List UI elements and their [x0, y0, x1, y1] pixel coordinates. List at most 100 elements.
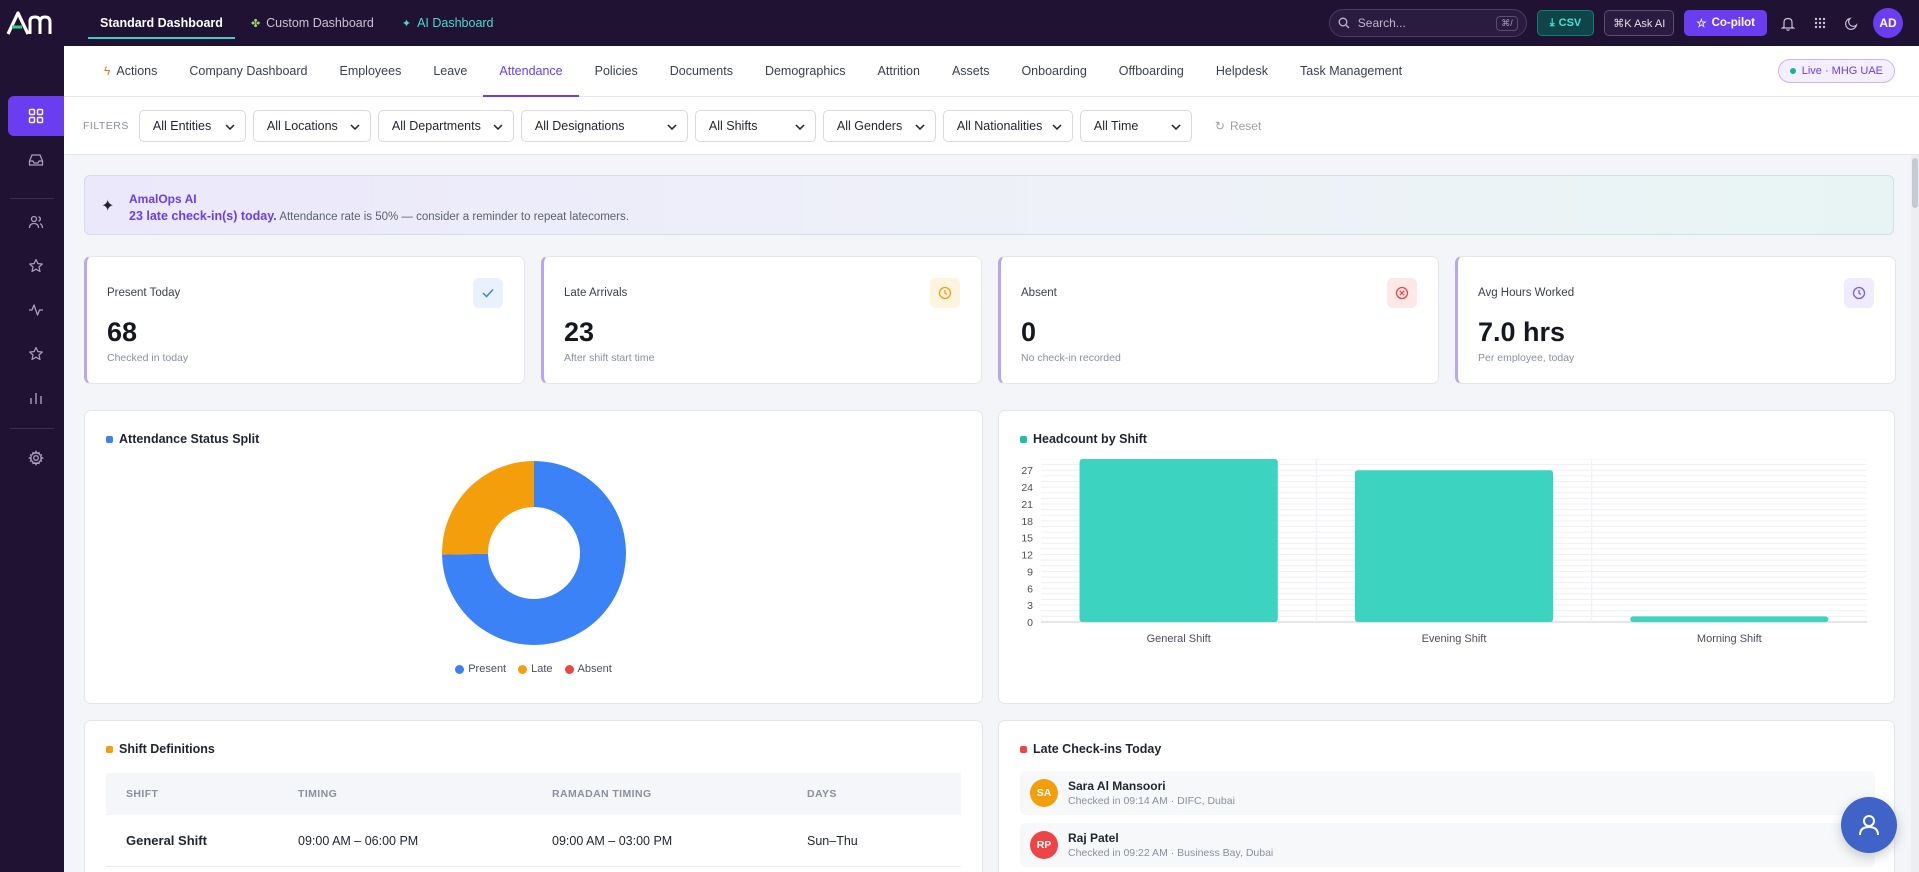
star-icon [29, 346, 43, 361]
search-placeholder: Search... [1357, 16, 1406, 30]
nav-attrition[interactable]: Attrition [862, 46, 936, 97]
sidebar-item-people[interactable] [8, 202, 64, 242]
filter-nationalities[interactable]: All Nationalities [942, 109, 1073, 142]
kpi-subtext: After shift start time [564, 352, 655, 364]
chevron-down-icon [350, 119, 360, 133]
y-tick-label: 15 [1021, 533, 1033, 545]
nav-label: Documents [669, 64, 733, 78]
scrollbar-thumb[interactable] [1912, 158, 1918, 208]
star-icon [29, 258, 43, 273]
nav-task-management[interactable]: Task Management [1284, 46, 1418, 97]
employee-name: Raj Patel [1068, 831, 1119, 845]
sidebar-item-dashboard[interactable] [8, 96, 64, 136]
column-header: RAMADAN TIMING [552, 788, 652, 800]
donut-slice-late[interactable] [441, 461, 534, 555]
tab-label: Custom Dashboard [266, 16, 374, 30]
title-marker [106, 745, 113, 753]
legend-item-present[interactable]: Present [455, 663, 506, 675]
nav-attendance[interactable]: Attendance [483, 46, 579, 97]
ai-banner-title: AmalOps AI [129, 192, 197, 206]
table-cell: 09:00 AM – 03:00 PM [552, 833, 673, 848]
table-row[interactable]: General Shift 09:00 AM – 06:00 PM 09:00 … [106, 815, 961, 867]
tab-label: AI Dashboard [417, 16, 494, 30]
chevron-down-icon [225, 119, 235, 133]
users-icon [28, 215, 44, 229]
shift-table: SHIFT TIMING RAMADAN TIMING DAYS General… [106, 773, 961, 867]
donut-slice-present[interactable] [442, 461, 626, 645]
tab-custom-dashboard[interactable]: ✤ Custom Dashboard [237, 0, 388, 46]
y-tick-label: 3 [1027, 600, 1033, 612]
dark-mode-icon[interactable] [1841, 12, 1863, 34]
sidebar [0, 46, 64, 872]
filter-genders[interactable]: All Genders [822, 109, 936, 142]
select-value: All Designations [534, 118, 625, 133]
legend-item-late[interactable]: Late [518, 663, 553, 675]
live-status-badge[interactable]: Live · MHG UAE [1777, 59, 1895, 83]
list-item[interactable]: RP Raj Patel Checked in 09:22 AM · Busin… [1020, 823, 1875, 867]
reset-filters-button[interactable]: ↻ Reset [1215, 119, 1261, 133]
sidebar-item-reports[interactable] [8, 378, 64, 418]
nav-label: Helpdesk [1215, 64, 1269, 78]
filter-locations[interactable]: All Locations [252, 109, 371, 142]
tab-ai-dashboard[interactable]: ✦ AI Dashboard [388, 0, 508, 46]
assistant-fab[interactable] [1841, 797, 1897, 853]
table-header: SHIFT TIMING RAMADAN TIMING DAYS [106, 773, 961, 815]
sidebar-item-inbox[interactable] [8, 140, 64, 180]
ai-banner-highlight: 23 late check-in(s) today. [129, 209, 277, 223]
nav-company-dashboard[interactable]: Company Dashboard [173, 46, 323, 97]
sidebar-item-activity[interactable] [8, 290, 64, 330]
y-tick-label: 24 [1021, 482, 1033, 494]
kpi-value: 68 [107, 317, 138, 347]
nav-offboarding[interactable]: Offboarding [1103, 46, 1200, 97]
y-tick-label: 12 [1021, 550, 1033, 562]
ask-ai-button[interactable]: ⌘K Ask AI [1604, 10, 1675, 36]
copilot-button[interactable]: ☆ Co-pilot [1684, 10, 1767, 36]
bell-icon[interactable] [1777, 12, 1799, 34]
filter-entities[interactable]: All Entities [138, 109, 246, 142]
lightning-icon: ϟ [104, 64, 111, 78]
filter-designations[interactable]: All Designations [520, 109, 688, 142]
panel-title: Headcount by Shift [1020, 432, 1147, 446]
search-input[interactable]: Search... ⌘/ [1328, 9, 1527, 37]
check-icon [473, 278, 503, 308]
bar-general-shift[interactable] [1079, 459, 1278, 622]
kpi-label: Present Today [107, 287, 181, 299]
filter-time[interactable]: All Time [1079, 109, 1192, 142]
kpi-present-today: Present Today 68 Checked in today [84, 256, 525, 384]
nav-documents[interactable]: Documents [654, 46, 749, 97]
nav-policies[interactable]: Policies [579, 46, 654, 97]
nav-helpdesk[interactable]: Helpdesk [1200, 46, 1284, 97]
filter-shifts[interactable]: All Shifts [694, 109, 816, 142]
title-marker [106, 435, 113, 443]
nav-onboarding[interactable]: Onboarding [1005, 46, 1102, 97]
gear-icon [28, 450, 44, 466]
nav-actions[interactable]: ϟ Actions [98, 46, 173, 97]
sidebar-item-favorites[interactable] [8, 246, 64, 286]
nav-label: Employees [339, 64, 402, 78]
bar-evening-shift[interactable] [1354, 470, 1554, 622]
app-logo[interactable] [0, 0, 64, 46]
list-item[interactable]: SA Sara Al Mansoori Checked in 09:14 AM … [1020, 771, 1875, 815]
legend-item-absent[interactable]: Absent [564, 663, 612, 675]
nav-employees[interactable]: Employees [323, 46, 417, 97]
attendance-status-panel: Attendance Status Split Present Late Abs… [84, 410, 983, 704]
nav-assets[interactable]: Assets [936, 46, 1006, 97]
bar-morning-shift[interactable] [1630, 616, 1829, 622]
csv-export-button[interactable]: ⤓ CSV [1536, 10, 1595, 36]
nav-leave[interactable]: Leave [417, 46, 483, 97]
scrollbar-track[interactable] [1911, 155, 1919, 872]
nav-demographics[interactable]: Demographics [749, 46, 862, 97]
sidebar-item-reviews[interactable] [8, 334, 64, 374]
user-avatar[interactable]: AD [1873, 8, 1903, 38]
table-cell: 09:00 AM – 06:00 PM [298, 833, 419, 848]
apps-grid-icon[interactable] [1809, 12, 1831, 34]
bar-chart: 0 3 6 9 12 15 18 21 24 27 General Shift Evening Shi… [1021, 459, 1867, 645]
nav-label: Attendance [499, 64, 563, 78]
late-checkins-panel: Late Check-ins Today SA Sara Al Mansoori… [998, 720, 1895, 872]
tab-standard-dashboard[interactable]: Standard Dashboard [86, 0, 237, 46]
sidebar-item-settings[interactable] [8, 438, 64, 478]
filter-departments[interactable]: All Departments [377, 109, 514, 142]
legend-dot [455, 664, 465, 674]
table-cell: General Shift [126, 833, 207, 848]
headcount-by-shift-panel: Headcount by Shift 0 3 6 9 12 15 18 21 24 27 Gener… [998, 410, 1895, 704]
